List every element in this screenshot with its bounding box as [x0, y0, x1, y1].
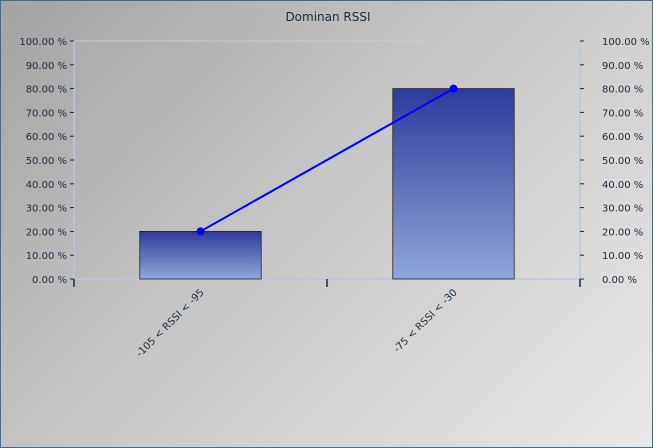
- y-tick-label-left: 30.00 %: [26, 204, 67, 215]
- y-tick-label-right: 20.00 %: [602, 227, 643, 238]
- line-point: [196, 227, 205, 236]
- x-tick-label: -75 < RSSI < -30: [392, 287, 460, 355]
- y-tick-label-right: 50.00 %: [602, 156, 643, 167]
- y-tick-label-right: 80.00 %: [602, 85, 643, 96]
- y-tick-label-left: 70.00 %: [26, 108, 67, 119]
- line-series: [200, 87, 454, 233]
- y-tick-label-left: 50.00 %: [26, 156, 67, 167]
- y-tick-label-left: 80.00 %: [26, 85, 67, 96]
- y-tick-label-right: 100.00 %: [602, 37, 650, 48]
- x-tick-label: -105 < RSSI < -95: [134, 287, 206, 359]
- bar: [392, 88, 515, 280]
- y-tick-label-left: 20.00 %: [26, 227, 67, 238]
- y-tick-label-left: 10.00 %: [26, 251, 67, 262]
- y-tick-label-right: 40.00 %: [602, 180, 643, 191]
- y-tick-label-right: 90.00 %: [602, 61, 643, 72]
- y-tick-label-right: 10.00 %: [602, 251, 643, 262]
- y-tick-label-left: 0.00 %: [32, 275, 67, 286]
- line-point: [449, 84, 458, 93]
- y-tick-label-left: 100.00 %: [19, 37, 67, 48]
- y-tick-label-right: 30.00 %: [602, 204, 643, 215]
- chart-title: Dominan RSSI: [285, 10, 370, 24]
- y-tick-label-right: 60.00 %: [602, 132, 643, 143]
- bar: [139, 230, 262, 280]
- y-tick-label-right: 0.00 %: [602, 275, 637, 286]
- y-tick-label-left: 40.00 %: [26, 180, 67, 191]
- y-tick-label-left: 60.00 %: [26, 132, 67, 143]
- y-tick-label-right: 70.00 %: [602, 108, 643, 119]
- plot-area: 0.00 % 0.00 % 10.00 % 10.00 % 20.00 % 20.00 %…: [19, 37, 649, 360]
- y-tick-label-left: 90.00 %: [26, 61, 67, 72]
